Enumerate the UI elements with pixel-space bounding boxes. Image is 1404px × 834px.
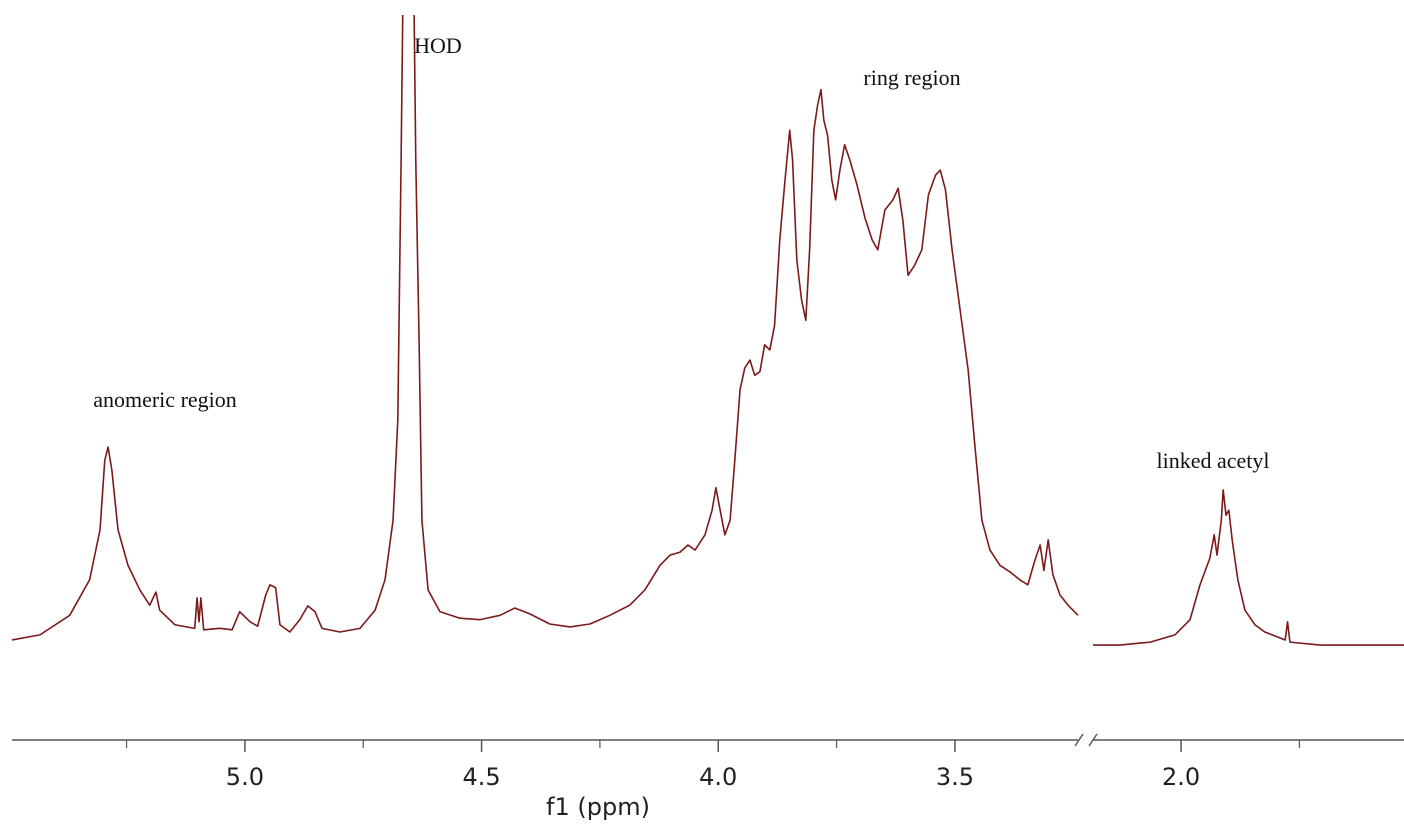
spectrum-line — [11, 15, 1079, 641]
annotation: linked acetyl — [1156, 448, 1269, 473]
x-tick-label: 2.0 — [1162, 763, 1200, 791]
axis-break — [1074, 733, 1084, 747]
x-tick-label: 4.5 — [462, 763, 500, 791]
annotation: ring region — [863, 65, 960, 90]
spectrum — [11, 15, 1404, 646]
annotation: anomeric region — [93, 387, 237, 412]
x-tick-label: 5.0 — [226, 763, 264, 791]
x-axis-label: f1 (ppm) — [546, 793, 650, 821]
spectrum-line — [1093, 489, 1404, 646]
x-tick-label: 4.0 — [699, 763, 737, 791]
x-tick-label: 3.5 — [936, 763, 974, 791]
axes: 5.0 4.5 4.0 3.5 2.0 — [12, 733, 1404, 791]
annotation: HOD — [414, 33, 462, 58]
